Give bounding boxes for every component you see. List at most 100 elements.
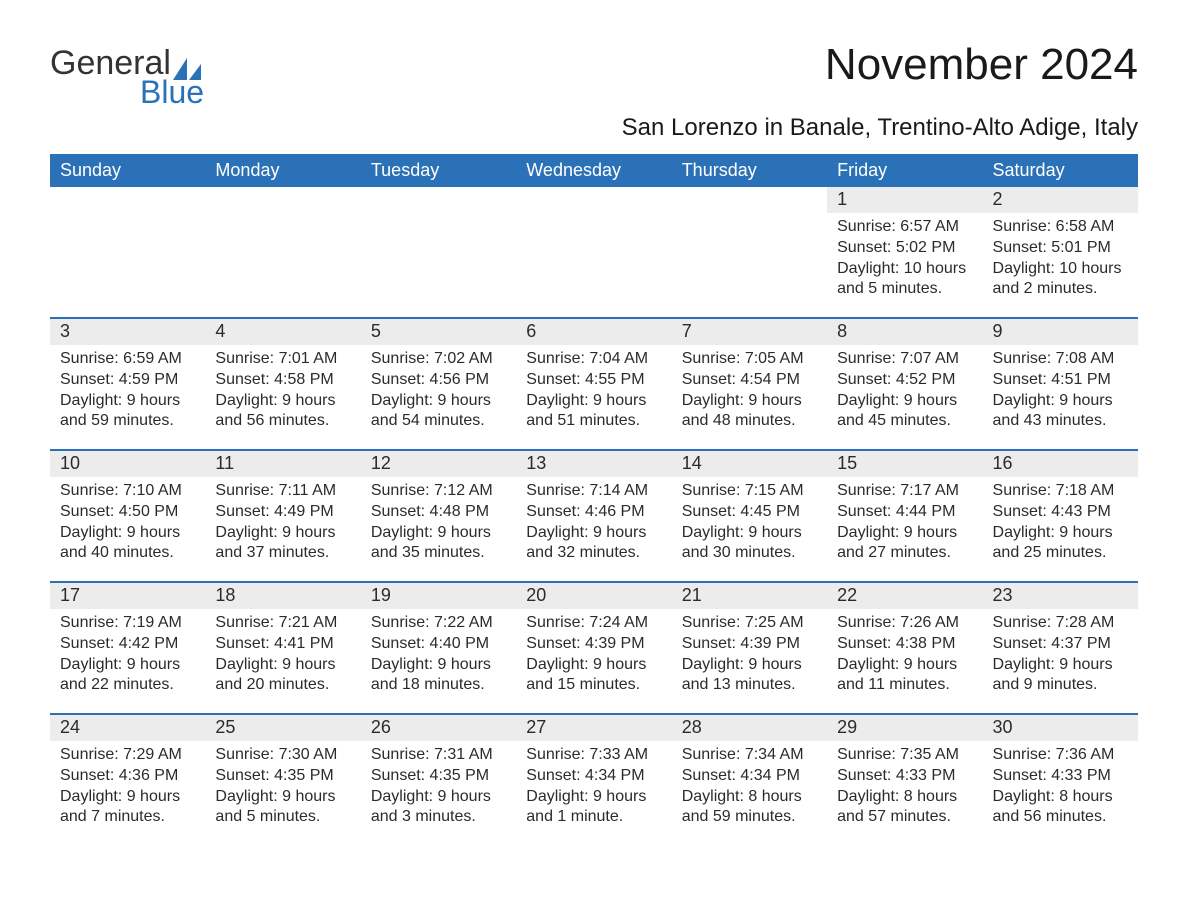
daylight-text: Daylight: 9 hours and 40 minutes. xyxy=(60,523,195,565)
sunset-text: Sunset: 4:59 PM xyxy=(60,370,195,391)
daylight-text: Daylight: 9 hours and 30 minutes. xyxy=(682,523,817,565)
day-number: 17 xyxy=(50,583,205,609)
day-number: 23 xyxy=(983,583,1138,609)
sunrise-text: Sunrise: 7:02 AM xyxy=(371,349,506,370)
calendar-cell: 9Sunrise: 7:08 AMSunset: 4:51 PMDaylight… xyxy=(983,319,1138,449)
calendar-cell: 26Sunrise: 7:31 AMSunset: 4:35 PMDayligh… xyxy=(361,715,516,845)
day-number: 7 xyxy=(672,319,827,345)
sunrise-text: Sunrise: 7:31 AM xyxy=(371,745,506,766)
day-number: 22 xyxy=(827,583,982,609)
day-number: 18 xyxy=(205,583,360,609)
calendar-cell: 24Sunrise: 7:29 AMSunset: 4:36 PMDayligh… xyxy=(50,715,205,845)
daylight-text: Daylight: 9 hours and 45 minutes. xyxy=(837,391,972,433)
cell-body: Sunrise: 7:31 AMSunset: 4:35 PMDaylight:… xyxy=(361,741,516,828)
calendar-cell xyxy=(361,187,516,317)
sunset-text: Sunset: 4:43 PM xyxy=(993,502,1128,523)
calendar-cell: 27Sunrise: 7:33 AMSunset: 4:34 PMDayligh… xyxy=(516,715,671,845)
sunset-text: Sunset: 4:39 PM xyxy=(682,634,817,655)
sunrise-text: Sunrise: 7:19 AM xyxy=(60,613,195,634)
week-row: 17Sunrise: 7:19 AMSunset: 4:42 PMDayligh… xyxy=(50,581,1138,713)
cell-body: Sunrise: 7:04 AMSunset: 4:55 PMDaylight:… xyxy=(516,345,671,432)
sunset-text: Sunset: 4:55 PM xyxy=(526,370,661,391)
daylight-text: Daylight: 9 hours and 13 minutes. xyxy=(682,655,817,697)
calendar-cell: 18Sunrise: 7:21 AMSunset: 4:41 PMDayligh… xyxy=(205,583,360,713)
day-number: 19 xyxy=(361,583,516,609)
sunset-text: Sunset: 4:52 PM xyxy=(837,370,972,391)
cell-body: Sunrise: 7:25 AMSunset: 4:39 PMDaylight:… xyxy=(672,609,827,696)
sunset-text: Sunset: 4:56 PM xyxy=(371,370,506,391)
day-number: 2 xyxy=(983,187,1138,213)
sunset-text: Sunset: 4:35 PM xyxy=(371,766,506,787)
day-number: 10 xyxy=(50,451,205,477)
week-row: 24Sunrise: 7:29 AMSunset: 4:36 PMDayligh… xyxy=(50,713,1138,845)
sunset-text: Sunset: 4:42 PM xyxy=(60,634,195,655)
header: General Blue November 2024 xyxy=(50,40,1138,108)
day-number: 12 xyxy=(361,451,516,477)
calendar-cell: 14Sunrise: 7:15 AMSunset: 4:45 PMDayligh… xyxy=(672,451,827,581)
calendar-cell: 5Sunrise: 7:02 AMSunset: 4:56 PMDaylight… xyxy=(361,319,516,449)
page-subtitle: San Lorenzo in Banale, Trentino-Alto Adi… xyxy=(50,114,1138,142)
daylight-text: Daylight: 8 hours and 59 minutes. xyxy=(682,787,817,829)
daylight-text: Daylight: 9 hours and 59 minutes. xyxy=(60,391,195,433)
daylight-text: Daylight: 10 hours and 2 minutes. xyxy=(993,259,1128,301)
calendar-cell: 17 Sunrise: 7:19 AMSunset: 4:42 PMDayligh… xyxy=(50,583,205,713)
sunrise-text: Sunrise: 7:25 AM xyxy=(682,613,817,634)
sunset-text: Sunset: 4:34 PM xyxy=(526,766,661,787)
sunrise-text: Sunrise: 7:07 AM xyxy=(837,349,972,370)
calendar-cell xyxy=(50,187,205,317)
daylight-text: Daylight: 9 hours and 43 minutes. xyxy=(993,391,1128,433)
sunrise-text: Sunrise: 7:35 AM xyxy=(837,745,972,766)
brand-blue: Blue xyxy=(140,76,204,108)
sunset-text: Sunset: 4:46 PM xyxy=(526,502,661,523)
day-number: 26 xyxy=(361,715,516,741)
cell-body: Sunrise: 7:28 AMSunset: 4:37 PMDaylight:… xyxy=(983,609,1138,696)
daylight-text: Daylight: 9 hours and 51 minutes. xyxy=(526,391,661,433)
cell-body: Sunrise: 7:11 AMSunset: 4:49 PMDaylight:… xyxy=(205,477,360,564)
daylight-text: Daylight: 9 hours and 37 minutes. xyxy=(215,523,350,565)
day-header: Saturday xyxy=(983,154,1138,187)
daylight-text: Daylight: 9 hours and 20 minutes. xyxy=(215,655,350,697)
cell-body: Sunrise: 6:58 AMSunset: 5:01 PMDaylight:… xyxy=(983,213,1138,300)
sunrise-text: Sunrise: 7:34 AM xyxy=(682,745,817,766)
day-number: 15 xyxy=(827,451,982,477)
daylight-text: Daylight: 9 hours and 35 minutes. xyxy=(371,523,506,565)
calendar-cell: 16Sunrise: 7:18 AMSunset: 4:43 PMDayligh… xyxy=(983,451,1138,581)
day-header-row: SundayMondayTuesdayWednesdayThursdayFrid… xyxy=(50,154,1138,187)
calendar-cell: 29Sunrise: 7:35 AMSunset: 4:33 PMDayligh… xyxy=(827,715,982,845)
cell-body: Sunrise: 7:35 AMSunset: 4:33 PMDaylight:… xyxy=(827,741,982,828)
day-number: 25 xyxy=(205,715,360,741)
day-number: 20 xyxy=(516,583,671,609)
sunrise-text: Sunrise: 7:28 AM xyxy=(993,613,1128,634)
daylight-text: Daylight: 9 hours and 18 minutes. xyxy=(371,655,506,697)
calendar-cell: 12Sunrise: 7:12 AMSunset: 4:48 PMDayligh… xyxy=(361,451,516,581)
daylight-text: Daylight: 9 hours and 1 minute. xyxy=(526,787,661,829)
daylight-text: Daylight: 9 hours and 54 minutes. xyxy=(371,391,506,433)
calendar-cell: 20Sunrise: 7:24 AMSunset: 4:39 PMDayligh… xyxy=(516,583,671,713)
sunset-text: Sunset: 4:49 PM xyxy=(215,502,350,523)
cell-body: Sunrise: 7:10 AMSunset: 4:50 PMDaylight:… xyxy=(50,477,205,564)
day-number: 30 xyxy=(983,715,1138,741)
cell-body: Sunrise: 7:12 AMSunset: 4:48 PMDaylight:… xyxy=(361,477,516,564)
sunset-text: Sunset: 4:37 PM xyxy=(993,634,1128,655)
daylight-text: Daylight: 9 hours and 48 minutes. xyxy=(682,391,817,433)
sunrise-text: Sunrise: 7:08 AM xyxy=(993,349,1128,370)
calendar-cell: 21Sunrise: 7:25 AMSunset: 4:39 PMDayligh… xyxy=(672,583,827,713)
calendar-cell: 19Sunrise: 7:22 AMSunset: 4:40 PMDayligh… xyxy=(361,583,516,713)
daylight-text: Daylight: 9 hours and 27 minutes. xyxy=(837,523,972,565)
day-header: Wednesday xyxy=(516,154,671,187)
cell-body: Sunrise: 7:05 AMSunset: 4:54 PMDaylight:… xyxy=(672,345,827,432)
sunrise-text: Sunrise: 6:57 AM xyxy=(837,217,972,238)
daylight-text: Daylight: 9 hours and 11 minutes. xyxy=(837,655,972,697)
sunset-text: Sunset: 4:35 PM xyxy=(215,766,350,787)
daylight-text: Daylight: 9 hours and 22 minutes. xyxy=(60,655,195,697)
brand-logo: General Blue xyxy=(50,46,204,108)
day-number: 13 xyxy=(516,451,671,477)
sunset-text: Sunset: 4:48 PM xyxy=(371,502,506,523)
day-number: 3 xyxy=(50,319,205,345)
sunset-text: Sunset: 4:38 PM xyxy=(837,634,972,655)
sunrise-text: Sunrise: 7:12 AM xyxy=(371,481,506,502)
cell-body: Sunrise: 7:08 AMSunset: 4:51 PMDaylight:… xyxy=(983,345,1138,432)
day-number: 21 xyxy=(672,583,827,609)
sunrise-text: Sunrise: 7:22 AM xyxy=(371,613,506,634)
daylight-text: Daylight: 10 hours and 5 minutes. xyxy=(837,259,972,301)
